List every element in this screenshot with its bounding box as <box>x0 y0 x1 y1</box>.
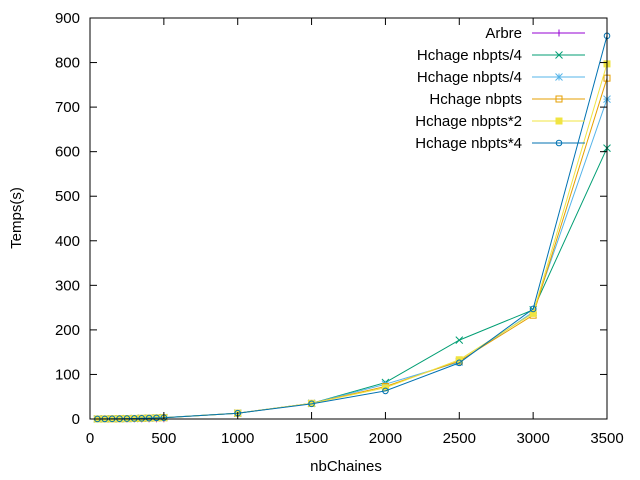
legend-item: Hchage nbpts/4 <box>417 69 585 86</box>
data-point <box>455 336 464 344</box>
legend: Arbre Hchage nbpts/4 Hchage nbpts/4 Hchage … <box>415 25 585 152</box>
data-point <box>382 387 389 395</box>
legend-marker <box>555 51 563 59</box>
y-tick-label: 600 <box>55 144 80 161</box>
marker-circle <box>131 415 138 422</box>
legend-label: Arbre <box>485 25 522 42</box>
data-point <box>138 415 145 422</box>
y-axis-title: Temps(s) <box>8 187 25 249</box>
legend-label: Hchage nbpts*4 <box>415 135 522 152</box>
legend-label: Hchage nbpts*2 <box>415 113 522 130</box>
marker-circle <box>529 305 537 313</box>
legend-label: Hchage nbpts/4 <box>417 47 522 64</box>
marker-circle <box>382 387 389 395</box>
marker-d2 <box>455 336 464 344</box>
y-axis: 0 100 200 300 400 500 600 700 800 900 <box>55 10 607 428</box>
legend-marker <box>555 73 563 81</box>
legend-item: Arbre <box>485 25 585 42</box>
marker-circle <box>153 414 160 422</box>
x-tick-label: 3500 <box>590 430 623 447</box>
data-point <box>131 415 138 422</box>
y-tick-label: 500 <box>55 188 80 205</box>
data-point <box>529 309 537 317</box>
marker-d2 <box>555 51 563 59</box>
data-point <box>308 400 315 408</box>
marker-square-filled <box>529 309 537 317</box>
legend-marker <box>555 95 563 103</box>
y-tick-label: 0 <box>72 411 80 428</box>
x-tick-label: 3000 <box>516 430 549 447</box>
x-tick-label: 1000 <box>221 430 254 447</box>
legend-marker <box>555 139 563 147</box>
marker-d2 <box>555 73 563 81</box>
legend-marker <box>555 117 563 125</box>
legend-label: Hchage nbpts <box>429 91 522 108</box>
y-tick-label: 800 <box>55 55 80 72</box>
y-tick-label: 100 <box>55 366 80 383</box>
y-tick-label: 700 <box>55 99 80 116</box>
x-tick-label: 500 <box>151 430 176 447</box>
data-point <box>145 414 153 422</box>
y-tick-label: 900 <box>55 10 80 27</box>
data-point <box>153 414 160 422</box>
x-axis: 0 500 1000 1500 2000 2500 3000 3500 <box>86 18 624 447</box>
legend-marker <box>555 29 563 37</box>
legend-label: Hchage nbpts/4 <box>417 69 522 86</box>
marker-circle <box>145 414 153 422</box>
marker-circle <box>555 139 563 147</box>
x-tick-label: 2000 <box>369 430 402 447</box>
legend-item: Hchage nbpts/4 <box>417 47 585 64</box>
legend-item: Hchage nbpts <box>429 91 585 108</box>
y-tick-label: 400 <box>55 233 80 250</box>
legend-item: Hchage nbpts*4 <box>415 135 585 152</box>
y-tick-label: 300 <box>55 277 80 294</box>
legend-item: Hchage nbpts*2 <box>415 113 585 130</box>
plot-frame <box>89 17 608 420</box>
x-axis-title: nbChaines <box>310 458 382 475</box>
x-tick-label: 1500 <box>295 430 328 447</box>
marker-square-filled <box>555 117 563 125</box>
x-tick-label: 0 <box>86 430 94 447</box>
y-tick-label: 200 <box>55 322 80 339</box>
x-tick-label: 2500 <box>443 430 476 447</box>
marker-circle <box>138 415 145 422</box>
data-point <box>529 305 537 313</box>
marker-circle <box>308 400 315 408</box>
data-point <box>455 359 463 367</box>
marker-square <box>555 95 563 103</box>
marker-circle <box>455 359 463 367</box>
